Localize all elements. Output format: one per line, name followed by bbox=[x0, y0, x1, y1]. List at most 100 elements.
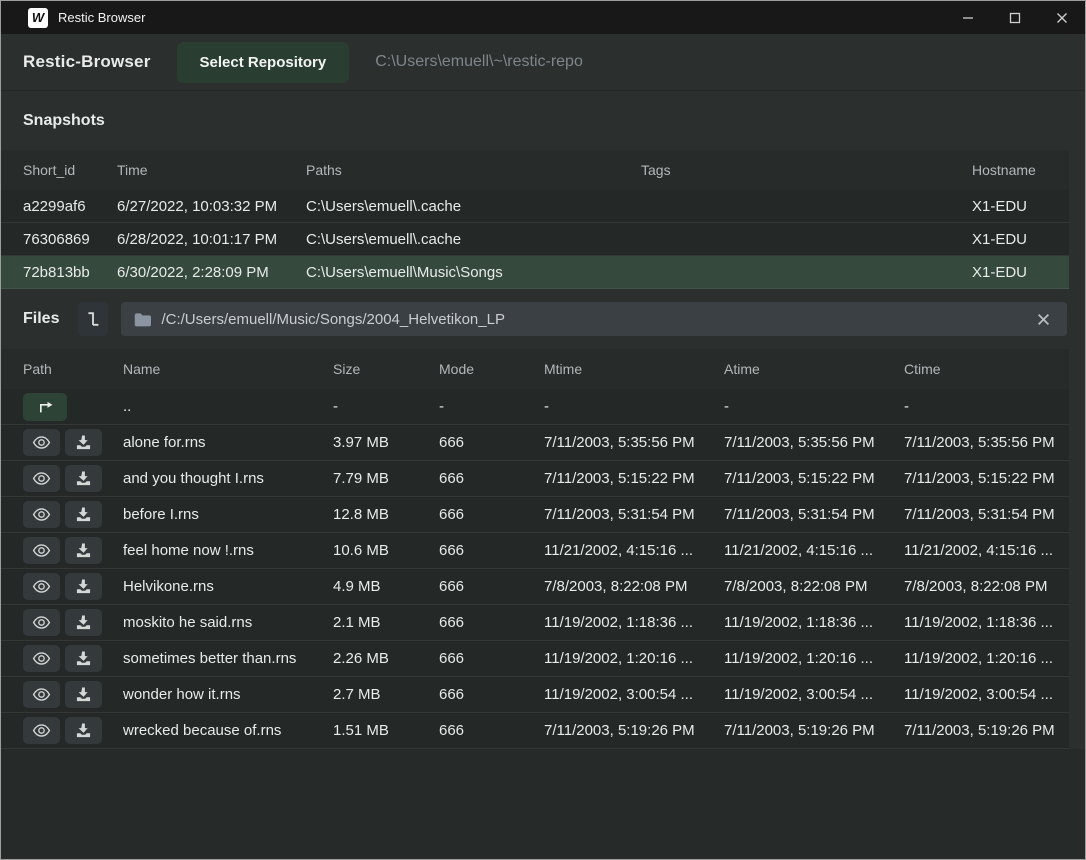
file-mtime: 11/21/2002, 4:15:16 ... bbox=[544, 542, 724, 559]
eye-icon bbox=[32, 471, 51, 486]
app-title: Restic-Browser bbox=[23, 52, 151, 72]
preview-file-button[interactable] bbox=[23, 645, 60, 672]
file-mode: 666 bbox=[439, 470, 544, 487]
file-size: 2.7 MB bbox=[333, 686, 439, 703]
folder-icon bbox=[134, 312, 151, 327]
app-icon: W bbox=[28, 8, 48, 28]
file-row[interactable]: alone for.rns 3.97 MB 666 7/11/2003, 5:3… bbox=[1, 425, 1069, 461]
app-window: W Restic Browser Restic-Browser Select R… bbox=[0, 0, 1086, 860]
download-file-button[interactable] bbox=[65, 465, 102, 492]
preview-file-button[interactable] bbox=[23, 681, 60, 708]
files-bar: Files /C:/Users/emuell/Music/Songs/2004_… bbox=[1, 289, 1085, 349]
col-size: Size bbox=[333, 361, 439, 377]
file-name: .. bbox=[123, 398, 333, 415]
minimize-button[interactable] bbox=[944, 1, 991, 34]
file-size: - bbox=[333, 398, 439, 415]
download-file-button[interactable] bbox=[65, 573, 102, 600]
download-icon bbox=[75, 650, 92, 667]
file-atime: 7/11/2003, 5:15:22 PM bbox=[724, 470, 904, 487]
preview-file-button[interactable] bbox=[23, 717, 60, 744]
download-icon bbox=[75, 542, 92, 559]
file-size: 1.51 MB bbox=[333, 722, 439, 739]
file-ctime: 11/19/2002, 1:20:16 ... bbox=[904, 650, 1069, 667]
download-file-button[interactable] bbox=[65, 681, 102, 708]
file-row[interactable]: feel home now !.rns 10.6 MB 666 11/21/20… bbox=[1, 533, 1069, 569]
preview-file-button[interactable] bbox=[23, 609, 60, 636]
select-repository-button[interactable]: Select Repository bbox=[177, 42, 350, 83]
file-name: before I.rns bbox=[123, 506, 333, 523]
file-ctime: 7/11/2003, 5:35:56 PM bbox=[904, 434, 1069, 451]
file-ctime: 7/11/2003, 5:19:26 PM bbox=[904, 722, 1069, 739]
download-file-button[interactable] bbox=[65, 717, 102, 744]
download-file-button[interactable] bbox=[65, 645, 102, 672]
snapshot-time: 6/28/2022, 10:01:17 PM bbox=[117, 231, 306, 248]
download-icon bbox=[75, 614, 92, 631]
toggle-path-view-button[interactable] bbox=[78, 302, 108, 336]
file-atime: 7/11/2003, 5:31:54 PM bbox=[724, 506, 904, 523]
current-path-input[interactable]: /C:/Users/emuell/Music/Songs/2004_Helvet… bbox=[121, 302, 1067, 336]
snapshot-hostname: X1-EDU bbox=[972, 198, 1069, 215]
snapshot-paths: C:\Users\emuell\Music\Songs bbox=[306, 264, 641, 281]
file-row[interactable]: Helvikone.rns 4.9 MB 666 7/8/2003, 8:22:… bbox=[1, 569, 1069, 605]
file-row[interactable]: and you thought I.rns 7.79 MB 666 7/11/2… bbox=[1, 461, 1069, 497]
file-mtime: 7/11/2003, 5:19:26 PM bbox=[544, 722, 724, 739]
file-size: 4.9 MB bbox=[333, 578, 439, 595]
file-mode: - bbox=[439, 398, 544, 415]
file-row[interactable]: wrecked because of.rns 1.51 MB 666 7/11/… bbox=[1, 713, 1069, 749]
snapshot-row-selected[interactable]: 72b813bb 6/30/2022, 2:28:09 PM C:\Users\… bbox=[1, 256, 1069, 289]
parent-dir-row[interactable]: .. - - - - - bbox=[1, 389, 1069, 425]
maximize-button[interactable] bbox=[991, 1, 1038, 34]
preview-file-button[interactable] bbox=[23, 501, 60, 528]
current-path-text: /C:/Users/emuell/Music/Songs/2004_Helvet… bbox=[161, 311, 1022, 328]
file-ctime: 7/11/2003, 5:15:22 PM bbox=[904, 470, 1069, 487]
clear-icon bbox=[1037, 313, 1050, 326]
snapshot-row[interactable]: a2299af6 6/27/2022, 10:03:32 PM C:\Users… bbox=[1, 190, 1069, 223]
clear-path-button[interactable] bbox=[1032, 308, 1054, 330]
preview-file-button[interactable] bbox=[23, 573, 60, 600]
file-name: Helvikone.rns bbox=[123, 578, 333, 595]
col-tags: Tags bbox=[641, 162, 972, 178]
snapshot-short-id: a2299af6 bbox=[23, 198, 117, 215]
download-icon bbox=[75, 578, 92, 595]
file-ctime: - bbox=[904, 398, 1069, 415]
file-mode: 666 bbox=[439, 506, 544, 523]
snapshot-row[interactable]: 76306869 6/28/2022, 10:01:17 PM C:\Users… bbox=[1, 223, 1069, 256]
file-row[interactable]: sometimes better than.rns 2.26 MB 666 11… bbox=[1, 641, 1069, 677]
eye-icon bbox=[32, 507, 51, 522]
titlebar: W Restic Browser bbox=[1, 1, 1085, 34]
file-mode: 666 bbox=[439, 578, 544, 595]
window-controls bbox=[944, 1, 1085, 34]
file-row[interactable]: wonder how it.rns 2.7 MB 666 11/19/2002,… bbox=[1, 677, 1069, 713]
go-up-button[interactable] bbox=[23, 393, 67, 421]
file-ctime: 7/8/2003, 8:22:08 PM bbox=[904, 578, 1069, 595]
download-icon bbox=[75, 686, 92, 703]
col-hostname: Hostname bbox=[972, 162, 1069, 178]
preview-file-button[interactable] bbox=[23, 465, 60, 492]
download-file-button[interactable] bbox=[65, 429, 102, 456]
col-atime: Atime bbox=[724, 361, 904, 377]
download-file-button[interactable] bbox=[65, 501, 102, 528]
file-mtime: 11/19/2002, 3:00:54 ... bbox=[544, 686, 724, 703]
download-file-button[interactable] bbox=[65, 537, 102, 564]
download-file-button[interactable] bbox=[65, 609, 102, 636]
close-button[interactable] bbox=[1038, 1, 1085, 34]
file-name: moskito he said.rns bbox=[123, 614, 333, 631]
preview-file-button[interactable] bbox=[23, 429, 60, 456]
file-name: and you thought I.rns bbox=[123, 470, 333, 487]
file-mode: 666 bbox=[439, 614, 544, 631]
file-name: sometimes better than.rns bbox=[123, 650, 333, 667]
file-row[interactable]: moskito he said.rns 2.1 MB 666 11/19/200… bbox=[1, 605, 1069, 641]
file-mtime: 11/19/2002, 1:18:36 ... bbox=[544, 614, 724, 631]
snapshot-short-id: 72b813bb bbox=[23, 264, 117, 281]
file-name: wrecked because of.rns bbox=[123, 722, 333, 739]
preview-file-button[interactable] bbox=[23, 537, 60, 564]
file-size: 10.6 MB bbox=[333, 542, 439, 559]
snapshots-table-header: Short_id Time Paths Tags Hostname bbox=[1, 150, 1069, 190]
snapshot-paths: C:\Users\emuell\.cache bbox=[306, 231, 641, 248]
col-ctime: Ctime bbox=[904, 361, 1069, 377]
download-icon bbox=[75, 434, 92, 451]
up-arrow-icon bbox=[35, 398, 55, 415]
file-atime: 7/11/2003, 5:35:56 PM bbox=[724, 434, 904, 451]
file-mtime: - bbox=[544, 398, 724, 415]
file-row[interactable]: before I.rns 12.8 MB 666 7/11/2003, 5:31… bbox=[1, 497, 1069, 533]
